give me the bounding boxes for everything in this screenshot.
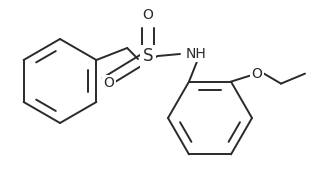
Text: O: O — [142, 8, 154, 22]
Text: NH: NH — [186, 47, 207, 61]
Text: O: O — [104, 76, 114, 90]
Text: S: S — [143, 47, 153, 65]
Text: O: O — [252, 67, 262, 81]
